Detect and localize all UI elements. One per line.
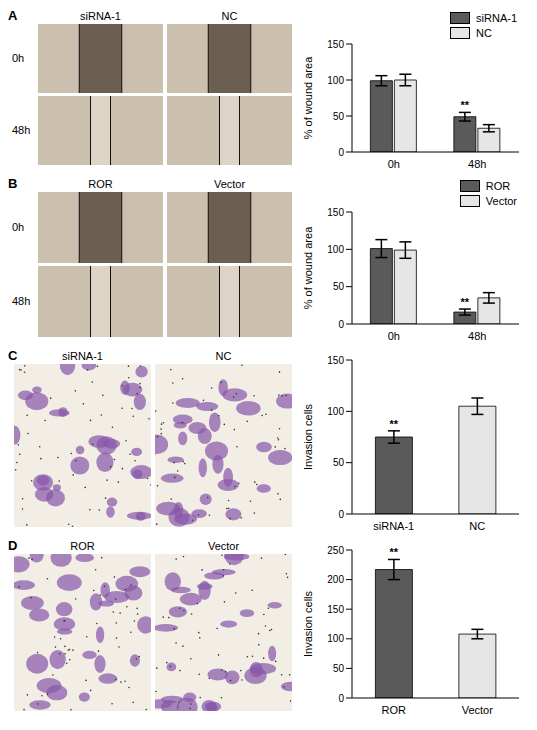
html-text:48h: 48h xyxy=(12,123,31,136)
svg-text:48h: 48h xyxy=(468,330,486,342)
svg-text:48h: 48h xyxy=(468,158,486,170)
svg-text:0: 0 xyxy=(338,147,344,158)
svg-text:150: 150 xyxy=(327,39,344,50)
html-text:ROR: ROR xyxy=(70,540,95,552)
svg-text:100: 100 xyxy=(327,75,344,86)
svg-text:0: 0 xyxy=(338,509,344,520)
svg-text:Invasion cells: Invasion cells xyxy=(302,403,314,470)
svg-text:150: 150 xyxy=(327,207,344,218)
svg-text:0: 0 xyxy=(338,693,344,704)
html-text:D: D xyxy=(8,538,18,553)
html-text:ROR: ROR xyxy=(88,178,113,190)
html-text:siRNA-1: siRNA-1 xyxy=(62,350,103,362)
svg-text:Invasion cells: Invasion cells xyxy=(302,590,314,657)
html-text:0h: 0h xyxy=(12,51,25,64)
svg-text:100: 100 xyxy=(327,244,344,255)
svg-text:200: 200 xyxy=(327,574,344,585)
svg-text:% of wound area: % of wound area xyxy=(302,226,314,309)
svg-text:**: ** xyxy=(390,546,399,558)
svg-text:% of wound area: % of wound area xyxy=(302,56,314,139)
html-text:B: B xyxy=(8,176,18,191)
svg-text:250: 250 xyxy=(327,545,344,556)
svg-text:0h: 0h xyxy=(388,158,400,170)
html-text:NC: NC xyxy=(215,350,232,362)
svg-text:50: 50 xyxy=(333,111,345,122)
svg-text:50: 50 xyxy=(333,281,345,292)
svg-text:**: ** xyxy=(461,296,470,308)
html-text:A: A xyxy=(8,8,18,23)
html-text:NC: NC xyxy=(221,10,238,22)
svg-text:ROR: ROR xyxy=(382,704,407,716)
html-text:ROR: ROR xyxy=(485,179,511,192)
svg-text:siRNA-1: siRNA-1 xyxy=(373,520,414,532)
svg-text:100: 100 xyxy=(327,406,344,417)
svg-text:50: 50 xyxy=(333,457,345,468)
html-text:C: C xyxy=(8,348,18,363)
html-text:48h: 48h xyxy=(12,294,31,307)
html-text:NC: NC xyxy=(476,26,492,39)
html-text:siRNA-1: siRNA-1 xyxy=(80,10,121,22)
svg-text:0h: 0h xyxy=(388,330,400,342)
html-text:Vector: Vector xyxy=(485,194,517,207)
html-text:0h: 0h xyxy=(12,220,25,233)
svg-text:50: 50 xyxy=(333,663,345,674)
html-text:siRNA-1: siRNA-1 xyxy=(476,11,517,24)
svg-text:100: 100 xyxy=(327,633,344,644)
svg-text:Vector: Vector xyxy=(462,704,494,716)
svg-text:0: 0 xyxy=(338,319,344,330)
svg-text:**: ** xyxy=(461,99,470,111)
svg-text:NC: NC xyxy=(469,520,485,532)
html-text:Vector: Vector xyxy=(207,540,240,552)
svg-text:150: 150 xyxy=(327,355,344,366)
html-text:Vector: Vector xyxy=(213,178,246,190)
svg-text:150: 150 xyxy=(327,604,344,615)
svg-text:**: ** xyxy=(390,418,399,430)
